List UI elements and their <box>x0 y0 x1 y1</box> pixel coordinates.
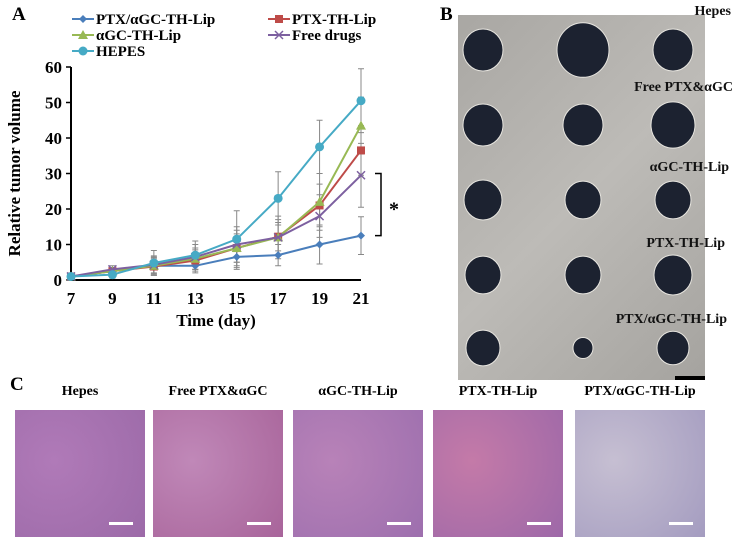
x-axis-label: Time (day) <box>176 311 256 330</box>
tumor-specimen <box>654 180 692 220</box>
tumor-specimen <box>656 330 690 366</box>
photo-label-free: Free PTX&αGC <box>634 80 733 95</box>
data-point <box>357 231 365 240</box>
tumor-specimen <box>465 329 501 367</box>
photo-label-ptx: PTX-TH-Lip <box>646 236 725 251</box>
histology-image <box>15 410 145 537</box>
data-point <box>66 271 76 281</box>
data-point <box>232 252 241 261</box>
y-tick-label: 40 <box>45 129 62 148</box>
legend-label: PTX/αGC-TH-Lip <box>96 12 215 28</box>
legend-label: PTX-TH-Lip <box>292 12 376 28</box>
legend-marker <box>275 15 283 23</box>
x-tick-label: 21 <box>353 289 370 308</box>
data-point <box>149 258 159 268</box>
tumor-photo <box>458 15 705 380</box>
data-point <box>356 120 366 130</box>
y-tick-label: 0 <box>54 271 63 290</box>
x-tick-label: 9 <box>108 289 117 308</box>
series-line <box>70 174 362 278</box>
series-line <box>70 125 362 278</box>
legend-marker <box>79 15 87 23</box>
panel-label-a: A <box>12 4 26 25</box>
significance-star: * <box>389 198 399 220</box>
legend-marker <box>78 30 88 39</box>
histology-image <box>293 410 423 537</box>
x-tick-label: 15 <box>228 289 245 308</box>
x-tick-label: 11 <box>146 289 162 308</box>
tumor-specimen <box>650 101 696 149</box>
data-point <box>356 170 366 180</box>
photo-label-agc: αGC-TH-Lip <box>649 160 729 175</box>
histology-title: PTX/αGC-TH-Lip <box>584 384 696 399</box>
y-tick-label: 10 <box>45 236 62 255</box>
photo-label-hepes: Hepes <box>694 4 731 19</box>
legend-label: Free drugs <box>292 28 361 44</box>
tumor-specimen <box>564 180 602 220</box>
data-point <box>274 251 283 260</box>
tumor-specimen <box>462 28 504 72</box>
y-tick-label: 60 <box>45 58 62 77</box>
tumor-specimen <box>653 254 693 296</box>
histology-title: Free PTX&αGC <box>168 384 268 399</box>
x-tick-label: 7 <box>67 289 76 308</box>
tumor-specimens <box>462 22 696 367</box>
tumor-specimen <box>464 255 502 295</box>
significance-bracket <box>375 172 382 237</box>
histology-title: Hepes <box>61 384 99 399</box>
tumor-specimen <box>562 103 604 147</box>
histology-title: PTX-TH-Lip <box>458 384 538 399</box>
scale-bar <box>109 522 133 525</box>
histology-image <box>575 410 705 537</box>
scale-bar <box>527 522 551 525</box>
panel-label-c: C <box>10 374 24 395</box>
x-tick-label: 17 <box>270 289 288 308</box>
data-point <box>315 211 325 221</box>
x-tick-label: 19 <box>311 289 328 308</box>
histology-image <box>433 410 563 537</box>
data-point <box>107 270 117 280</box>
y-tick-label: 50 <box>45 94 62 113</box>
tumor-specimen <box>652 28 694 72</box>
data-point <box>315 142 325 152</box>
legend-marker <box>78 46 88 56</box>
data-point <box>273 232 283 242</box>
tumor-specimen <box>462 103 504 147</box>
histology-image <box>153 410 283 537</box>
histology-title: αGC-TH-Lip <box>318 384 398 399</box>
data-point <box>273 193 283 203</box>
tumor-specimen <box>556 22 610 78</box>
photo-label-ptx-agc: PTX/αGC-TH-Lip <box>615 312 727 327</box>
y-tick-label: 20 <box>45 200 62 219</box>
data-point <box>232 234 242 244</box>
tumor-specimen <box>572 337 594 359</box>
scale-bar <box>675 376 705 380</box>
data-point <box>315 240 324 249</box>
data-point <box>231 243 242 253</box>
scale-bar <box>387 522 411 525</box>
data-point <box>357 146 365 155</box>
data-point <box>314 196 325 206</box>
data-point <box>356 96 366 106</box>
tumor-specimen <box>564 255 602 295</box>
legend-marker <box>274 30 284 40</box>
scale-bar <box>669 522 693 525</box>
series-line <box>70 100 362 278</box>
scale-bar <box>247 522 271 525</box>
y-axis-label: Relative tumor volume <box>5 90 24 256</box>
data-point <box>190 250 200 260</box>
tumor-specimen <box>463 179 503 221</box>
panel-label-b: B <box>440 4 453 25</box>
y-tick-label: 30 <box>45 165 62 184</box>
tumor-volume-chart: 0 10 20 30 40 50 60 7 9 11 13 15 17 19 21 Time (day) Rel… <box>5 12 399 330</box>
x-tick-label: 13 <box>187 289 204 308</box>
legend-label: HEPES <box>96 44 145 60</box>
legend-label: αGC-TH-Lip <box>96 28 181 44</box>
